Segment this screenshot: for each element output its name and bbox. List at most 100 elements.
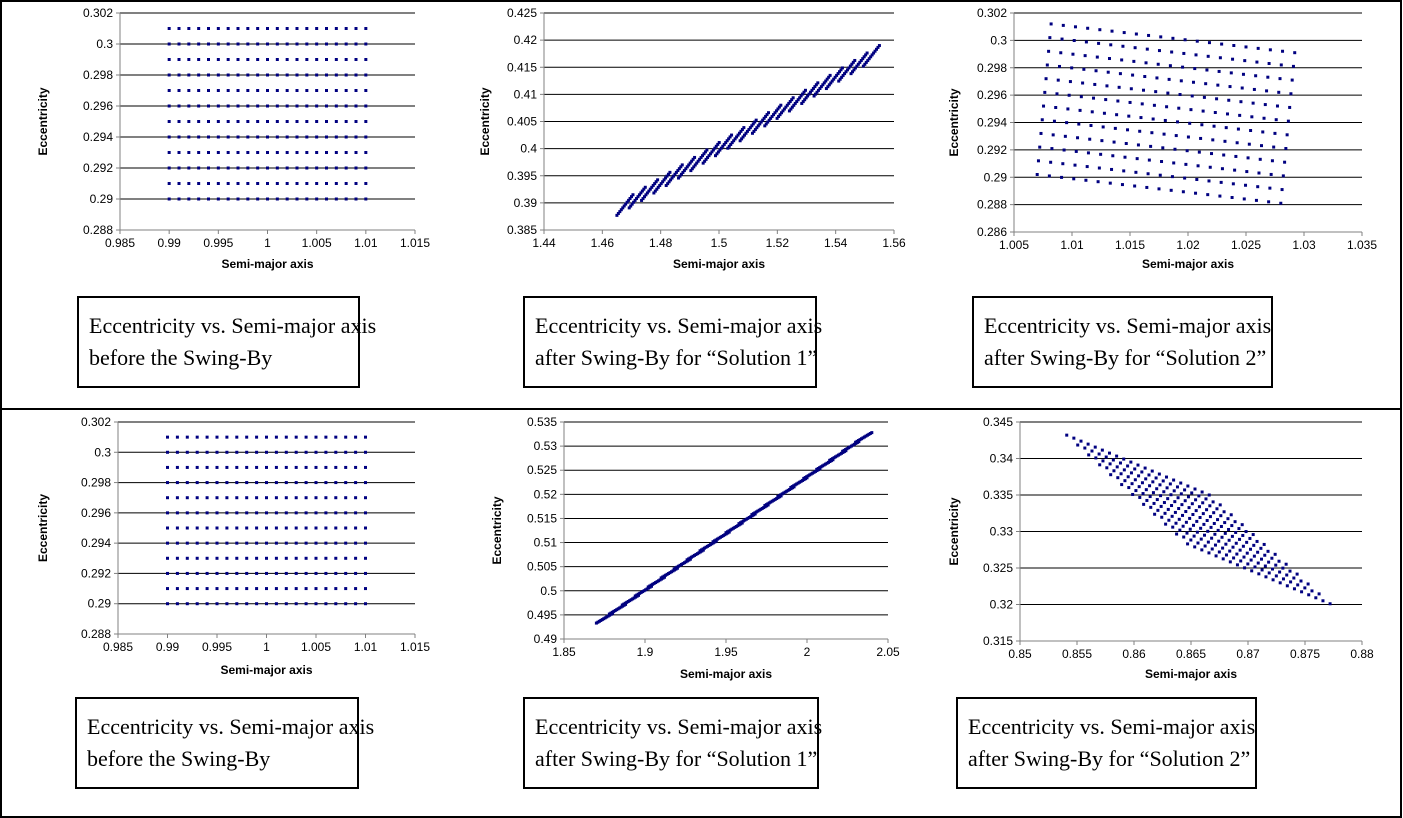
data-point bbox=[633, 198, 637, 202]
data-point bbox=[758, 122, 762, 126]
data-point bbox=[284, 465, 288, 469]
data-point bbox=[344, 571, 348, 575]
data-point bbox=[1108, 462, 1112, 466]
data-point bbox=[236, 58, 240, 61]
data-point bbox=[344, 27, 348, 30]
data-point bbox=[324, 511, 328, 515]
data-point bbox=[1262, 116, 1266, 120]
data-point bbox=[354, 27, 358, 30]
data-point bbox=[1218, 56, 1222, 60]
data-point bbox=[741, 135, 745, 139]
data-point bbox=[314, 571, 318, 575]
data-point bbox=[737, 131, 741, 135]
data-point bbox=[816, 81, 820, 85]
data-point bbox=[1111, 458, 1115, 462]
data-point bbox=[1140, 102, 1144, 106]
data-point bbox=[1132, 59, 1136, 63]
data-point bbox=[798, 96, 802, 100]
data-point bbox=[865, 51, 869, 55]
y-tick-label: 0.515 bbox=[527, 511, 557, 525]
data-point bbox=[639, 191, 643, 195]
data-point bbox=[166, 556, 169, 560]
data-point bbox=[364, 120, 368, 123]
data-point bbox=[177, 135, 181, 139]
data-point bbox=[265, 481, 268, 485]
data-point bbox=[1219, 524, 1223, 528]
data-point bbox=[1059, 51, 1063, 55]
data-point bbox=[225, 602, 229, 606]
data-point bbox=[265, 602, 268, 606]
x-tick-label: 1.035 bbox=[1347, 238, 1377, 252]
data-point bbox=[1188, 527, 1192, 531]
data-point bbox=[255, 435, 259, 439]
data-point bbox=[643, 185, 647, 189]
data-point bbox=[1128, 100, 1132, 104]
data-point bbox=[265, 435, 268, 439]
data-point bbox=[774, 109, 778, 113]
data-point bbox=[354, 151, 358, 154]
data-point bbox=[1184, 510, 1188, 514]
data-point bbox=[265, 450, 268, 454]
data-point bbox=[1193, 545, 1197, 549]
y-tick-label: 0.405 bbox=[507, 115, 537, 129]
y-tick-label: 0.33 bbox=[990, 525, 1014, 539]
data-point bbox=[814, 83, 818, 87]
data-point bbox=[246, 197, 250, 201]
data-point bbox=[215, 541, 219, 545]
data-point bbox=[216, 27, 220, 30]
data-point bbox=[1249, 129, 1253, 133]
data-point bbox=[1224, 553, 1228, 557]
data-point bbox=[364, 135, 368, 139]
data-point bbox=[1212, 511, 1216, 515]
data-point bbox=[1230, 524, 1234, 528]
data-point bbox=[628, 196, 632, 200]
data-point bbox=[304, 450, 308, 454]
data-point bbox=[354, 89, 358, 92]
data-point bbox=[1116, 476, 1120, 480]
data-point bbox=[852, 68, 856, 72]
data-point bbox=[1241, 544, 1245, 548]
data-point bbox=[354, 465, 358, 469]
data-point bbox=[1060, 175, 1064, 179]
data-point bbox=[314, 450, 318, 454]
data-point bbox=[875, 47, 878, 51]
y-tick-label: 0.292 bbox=[83, 161, 113, 175]
data-point bbox=[304, 465, 308, 469]
data-point bbox=[1086, 151, 1090, 155]
data-point bbox=[334, 120, 338, 123]
data-point bbox=[1195, 530, 1199, 534]
data-point bbox=[1051, 133, 1055, 137]
data-point bbox=[784, 105, 788, 109]
data-point bbox=[1177, 517, 1181, 521]
data-point bbox=[1273, 131, 1277, 135]
data-point bbox=[1286, 119, 1290, 123]
caption-line-1: Eccentricity vs. Semi-major axis bbox=[535, 313, 823, 338]
data-point bbox=[1086, 442, 1090, 446]
data-point bbox=[236, 135, 240, 139]
data-point bbox=[681, 170, 685, 174]
x-tick-label: 1.01 bbox=[1060, 238, 1084, 252]
data-point bbox=[735, 135, 739, 139]
y-tick-label: 0.296 bbox=[81, 506, 111, 520]
data-point bbox=[679, 165, 683, 169]
data-point bbox=[1065, 433, 1069, 437]
data-point bbox=[764, 114, 768, 118]
y-tick-label: 0.302 bbox=[83, 6, 113, 20]
data-point bbox=[266, 182, 269, 185]
data-point bbox=[285, 197, 289, 201]
data-point bbox=[1191, 513, 1195, 517]
data-point bbox=[1143, 75, 1147, 79]
data-point bbox=[315, 73, 319, 77]
data-point bbox=[305, 58, 309, 61]
data-point bbox=[1255, 539, 1259, 543]
data-point bbox=[833, 75, 837, 79]
data-point bbox=[284, 481, 288, 485]
data-point bbox=[1314, 596, 1318, 600]
data-point bbox=[658, 183, 662, 187]
data-point bbox=[344, 73, 348, 77]
data-point bbox=[1177, 507, 1181, 511]
data-point bbox=[1206, 54, 1210, 58]
data-point bbox=[1246, 156, 1250, 160]
data-point bbox=[704, 157, 708, 161]
data-point bbox=[1061, 23, 1065, 27]
